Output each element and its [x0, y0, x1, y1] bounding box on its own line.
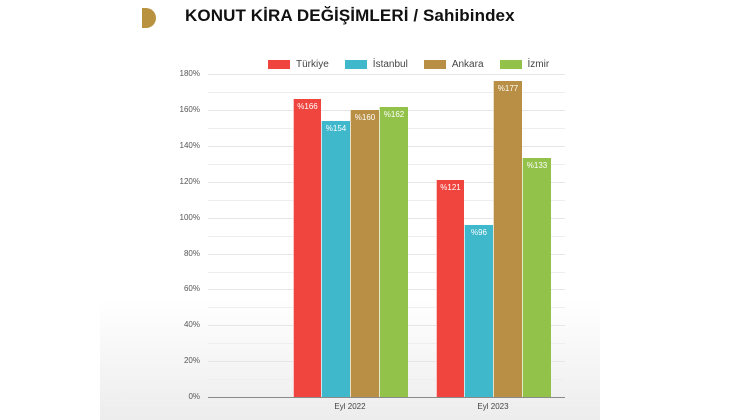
chart-title: KONUT KİRA DEĞİŞİMLERİ / Sahibindex	[185, 6, 515, 25]
y-tick-label: 20%	[183, 356, 200, 365]
legend-swatch-ankara	[423, 60, 446, 69]
chart-legend: Türkiye İstanbul Ankara İzmir	[268, 59, 565, 70]
legend-item-turkiye: Türkiye	[268, 59, 329, 70]
legend-swatch-turkiye	[268, 60, 290, 69]
bar-istanbul-2023: %96	[464, 225, 493, 397]
bar-turkiye-2022: %166	[293, 99, 321, 397]
y-tick-label: 140%	[179, 141, 200, 150]
y-tick-label: 120%	[179, 177, 200, 186]
bar-value-label: %133	[526, 161, 548, 170]
legend-label: Türkiye	[296, 59, 329, 70]
y-tick-label: 180%	[179, 69, 200, 78]
legend-item-ankara: Ankara	[423, 59, 484, 70]
y-tick-label: 40%	[183, 320, 200, 329]
y-tick-label: 160%	[179, 105, 200, 114]
bar-istanbul-2022: %154	[321, 121, 350, 397]
bar-value-label: %166	[297, 102, 318, 111]
title-bullet-icon	[142, 8, 156, 28]
x-tick-label: Eyl 2022	[334, 402, 366, 411]
x-axis-line	[208, 397, 565, 398]
legend-swatch-istanbul	[344, 60, 367, 69]
bar-value-label: %160	[354, 113, 376, 122]
gridline	[208, 92, 565, 93]
legend-item-izmir: İzmir	[499, 59, 550, 70]
y-tick-label: 80%	[183, 249, 200, 258]
y-tick-label: 100%	[179, 213, 200, 222]
legend-swatch-izmir	[499, 60, 522, 69]
legend-item-istanbul: İstanbul	[344, 59, 408, 70]
bar-value-label: %177	[497, 84, 519, 93]
gridline	[208, 74, 565, 75]
y-tick-label: 60%	[183, 284, 200, 293]
bar-izmir-2023: %133	[522, 158, 551, 397]
bar-value-label: %154	[325, 124, 347, 133]
bar-ankara-2022: %160	[350, 110, 379, 397]
y-tick-label: 0%	[188, 392, 200, 401]
bar-value-label: %96	[470, 228, 487, 237]
bar-value-label: %121	[440, 183, 461, 192]
legend-label: İzmir	[527, 59, 550, 70]
legend-label: İstanbul	[372, 59, 408, 70]
bar-value-label: %162	[383, 110, 405, 119]
bar-turkiye-2023: %121	[436, 180, 464, 397]
x-tick-label: Eyl 2023	[477, 402, 509, 411]
bar-ankara-2023: %177	[493, 81, 522, 397]
bar-izmir-2022: %162	[379, 107, 408, 397]
legend-label: Ankara	[451, 59, 484, 70]
